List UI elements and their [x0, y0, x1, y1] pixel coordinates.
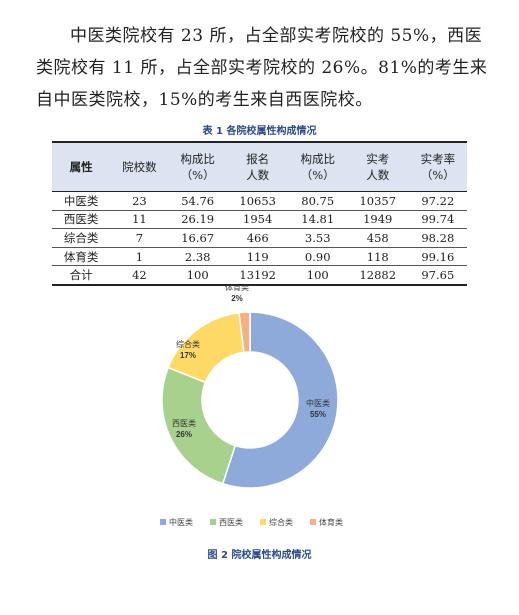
legend-swatch	[310, 519, 316, 525]
table-caption: 表 1 各院校属性构成情况	[202, 126, 317, 137]
table-cell: 13192	[226, 265, 289, 286]
legend-swatch	[260, 519, 266, 525]
table-row: 综合类 7 16.67 466 3.53 458 98.28	[52, 228, 467, 248]
legend-label: 综合类	[269, 517, 293, 527]
slice-value-label: 17%	[180, 351, 196, 360]
table-cell: 54.76	[168, 191, 227, 211]
donut-slice-2	[161, 366, 237, 485]
slice-value-label: 26%	[176, 430, 192, 439]
table-cell: 体育类	[52, 247, 111, 267]
header-cell: 属性	[52, 141, 111, 192]
slice-label: 综合类	[176, 339, 200, 349]
table-row: 体育类 1 2.38 119 0.90 118 99.16	[52, 247, 467, 267]
table-cell: 11	[110, 210, 169, 230]
slice-label: 中医类	[306, 398, 330, 408]
slice-value-label: 55%	[310, 410, 326, 419]
legend-label: 体育类	[319, 517, 343, 527]
table-cell: 100	[168, 265, 227, 286]
header-cell: 构成比 （%）	[288, 141, 347, 192]
slice-label: 西医类	[172, 418, 196, 428]
table-header-row: 属性 院校数 构成比 （%） 报名 人数 构成比 （%） 实考 人数 实考率 （%）	[52, 141, 467, 192]
header-cell: 实考 人数	[346, 141, 409, 192]
table-cell: 97.22	[408, 191, 467, 211]
table-cell: 10653	[226, 191, 289, 211]
table-cell: 80.75	[288, 191, 347, 211]
table-cell: 458	[346, 228, 409, 248]
table-cell: 1954	[226, 210, 289, 230]
header-cell: 报名 人数	[226, 141, 289, 192]
body-paragraph: 中医类院校有 23 所，占全部实考院校的 55%，西医类院校有 11 所，占全部…	[36, 26, 488, 110]
slice-value-label: 2%	[231, 294, 243, 303]
table-total-row: 合计 42 100 13192 100 12882 97.65	[52, 265, 467, 286]
table-cell: 14.81	[288, 210, 347, 230]
header-cell: 构成比 （%）	[168, 141, 227, 192]
figure-caption: 图 2 院校属性构成情况	[207, 550, 312, 561]
table-row: 中医类 23 54.76 10653 80.75 10357 97.22	[52, 191, 467, 211]
table-cell: 中医类	[52, 191, 111, 211]
table-cell: 42	[110, 265, 169, 286]
table-cell: 466	[226, 228, 289, 248]
table-cell: 1949	[346, 210, 409, 230]
table-cell: 119	[226, 247, 289, 267]
slice-label: 体育类	[225, 285, 249, 292]
table-cell: 3.53	[288, 228, 347, 248]
attribute-table: 属性 院校数 构成比 （%） 报名 人数 构成比 （%） 实考 人数 实考率 （%） 中医…	[52, 141, 467, 286]
table-cell: 1	[110, 247, 169, 267]
table-cell: 10357	[346, 191, 409, 211]
table-cell: 118	[346, 247, 409, 267]
header-cell: 院校数	[110, 141, 169, 192]
table-row: 西医类 11 26.19 1954 14.81 1949 99.74	[52, 210, 467, 230]
table-cell: 99.16	[408, 247, 467, 267]
table-cell: 0.90	[288, 247, 347, 267]
table-cell: 99.74	[408, 210, 467, 230]
table-cell: 7	[110, 228, 169, 248]
donut-slice-1	[221, 311, 339, 489]
donut-slice-4	[238, 311, 251, 354]
legend-label: 西医类	[219, 517, 243, 527]
table-cell: 12882	[346, 265, 409, 286]
table-cell: 综合类	[52, 228, 111, 248]
table-cell: 2.38	[168, 247, 227, 267]
table-cell: 合计	[52, 265, 111, 286]
table-cell: 16.67	[168, 228, 227, 248]
table-cell: 26.19	[168, 210, 227, 230]
header-cell: 实考率 （%）	[408, 141, 467, 192]
legend-label: 中医类	[169, 517, 193, 527]
table-cell: 23	[110, 191, 169, 211]
table-cell: 100	[288, 265, 347, 286]
legend-swatch	[160, 519, 166, 525]
table-cell: 西医类	[52, 210, 111, 230]
table-cell: 97.65	[408, 265, 467, 286]
table-cell: 98.28	[408, 228, 467, 248]
legend-swatch	[210, 519, 216, 525]
